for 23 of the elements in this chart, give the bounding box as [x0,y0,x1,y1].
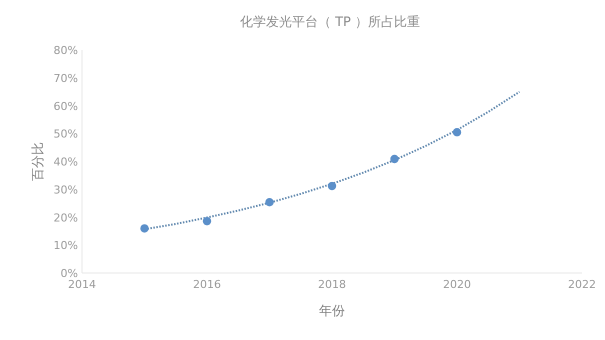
y-tick-label: 20% [54,211,78,224]
y-tick-label: 80% [54,44,78,57]
point [390,154,399,164]
x-tick-label: 2018 [318,278,346,291]
y-tick-label: 30% [54,183,78,196]
y-tick-label: 0% [60,267,78,280]
point [202,216,212,226]
x-tick-label: 2020 [443,278,471,291]
x-axis-title: 年份 [319,304,345,319]
x-tick-label: 2016 [193,278,221,291]
y-tick-label: 10% [54,239,78,252]
chart-title: 化学发光平台（ TP ）所占比重 [240,15,420,30]
point [452,128,462,136]
x-tick-label: 2022 [568,278,596,291]
y-tick-label: 40% [54,156,78,168]
point [328,182,336,190]
point [265,198,274,206]
x-tick-label: 2014 [68,278,96,291]
y-tick-label: 60% [54,100,78,113]
y-tick-label: 70% [54,72,78,85]
y-axis-title: 百分比 [31,142,46,181]
y-tick-label: 50% [54,128,78,141]
point [140,224,149,233]
